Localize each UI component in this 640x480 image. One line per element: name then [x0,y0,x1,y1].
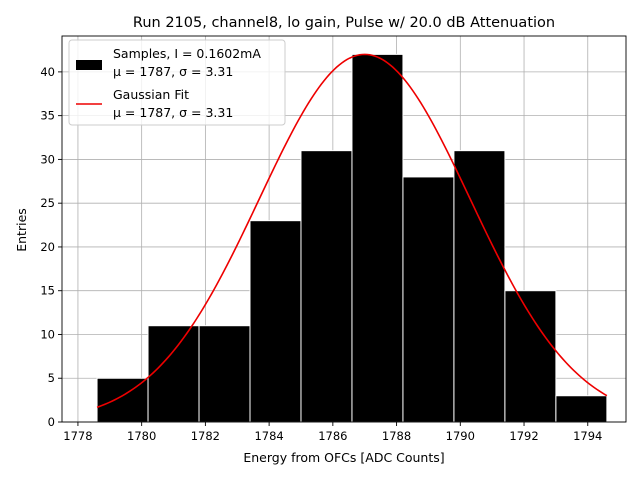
gaussian-fit-line [96,53,608,409]
x-tick-label: 1784 [254,429,283,443]
legend-samples-swatch [76,60,102,70]
y-axis-ticks: 0 5 10 15 20 25 30 35 40 [40,65,62,429]
histogram-bar [453,150,506,423]
y-tick-label: 5 [48,371,55,385]
plot-frame [61,35,627,423]
y-tick-label: 35 [40,109,55,123]
legend-box [68,39,286,126]
histogram-bar [96,377,149,423]
x-tick-label: 1792 [509,429,538,443]
y-tick-label: 40 [40,65,55,79]
legend-samples-label: Samples, I = 0.1602mA [113,46,261,61]
legend-samples-stats: μ = 1787, σ = 3.31 [113,64,233,79]
y-tick-label: 15 [40,284,55,298]
x-axis-ticks: 1778 1780 1782 1784 1786 1788 1790 1792 1794 [63,422,602,443]
y-tick-label: 10 [40,327,55,341]
x-tick-label: 1782 [191,429,220,443]
x-axis-label: Energy from OFCs [ADC Counts] [243,450,444,465]
legend-fit-stats: μ = 1787, σ = 3.31 [113,105,233,120]
y-tick-label: 25 [40,196,55,210]
y-tick-label: 0 [48,415,55,429]
histogram-bar [351,53,404,423]
legend-fit-label: Gaussian Fit [113,87,189,102]
x-tick-label: 1794 [573,429,602,443]
histogram-bar [300,150,353,423]
x-tick-label: 1788 [382,429,411,443]
y-tick-label: 20 [40,240,55,254]
histogram-bar [249,220,302,423]
x-tick-label: 1786 [318,429,347,443]
histogram-bar [555,395,608,423]
y-axis-label: Entries [14,208,29,252]
x-tick-label: 1778 [63,429,92,443]
legend: Samples, I = 0.1602mA μ = 1787, σ = 3.31… [68,39,286,126]
histogram-bar [198,325,251,423]
histogram-bar [402,176,455,423]
x-tick-label: 1790 [446,429,475,443]
y-tick-label: 30 [40,152,55,166]
histogram-bar [147,325,200,423]
x-tick-label: 1780 [127,429,156,443]
histogram-bar [504,290,557,423]
histogram-bars [96,53,608,423]
chart-title: Run 2105, channel8, lo gain, Pulse w/ 20… [133,15,555,31]
